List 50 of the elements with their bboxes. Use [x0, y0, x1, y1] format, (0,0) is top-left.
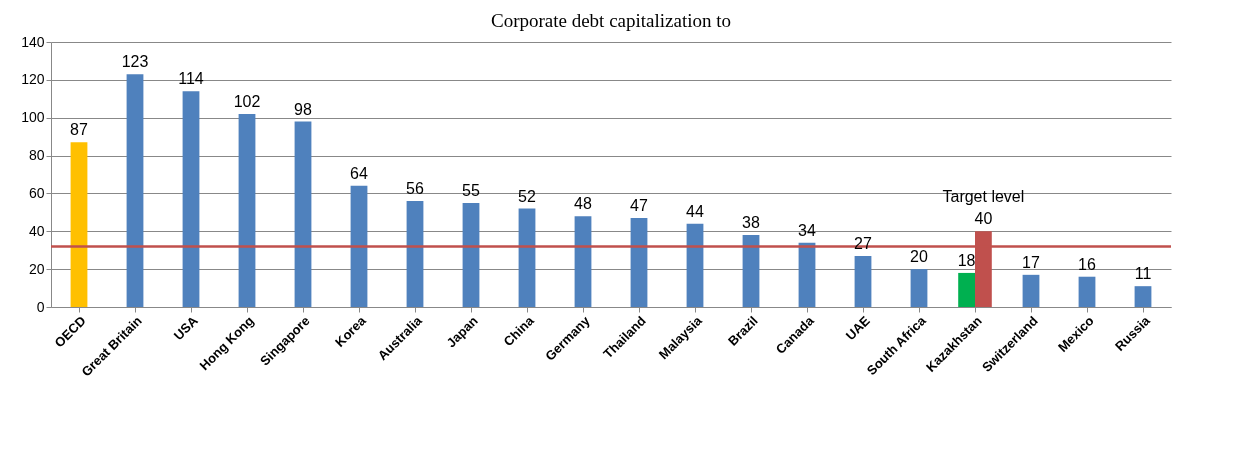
data-label: 123: [121, 53, 149, 71]
data-label: 52: [518, 187, 536, 205]
bar: [182, 91, 200, 307]
text: Target level: [942, 188, 1025, 206]
data-label: 20: [910, 248, 928, 266]
chart-title: Corporate debt capitalization to: [490, 10, 732, 31]
bar: [518, 208, 536, 307]
data-label: 87: [70, 121, 88, 139]
bar: [238, 113, 256, 307]
bar: [350, 185, 368, 307]
data-label: 102: [233, 92, 261, 110]
data-label: 34: [798, 221, 816, 239]
data-label: 18: [957, 251, 976, 269]
bar: [1078, 276, 1096, 307]
bar: [910, 269, 928, 307]
bar: [294, 121, 312, 307]
y-tick-label: 0: [36, 298, 45, 315]
y-tick-label: 100: [21, 109, 45, 126]
bar: [854, 255, 872, 307]
data-label: 16: [1078, 255, 1096, 273]
bar: [462, 202, 480, 307]
x-tick-label: USA: [170, 312, 202, 344]
data-label: 64: [350, 164, 368, 182]
bar: [1022, 274, 1040, 307]
bar: [798, 242, 816, 307]
data-label: 40: [974, 210, 993, 228]
y-tick-label: 20: [28, 260, 45, 277]
data-label: 98: [294, 100, 312, 118]
data-label: 17: [1022, 253, 1040, 271]
data-label: 114: [178, 70, 204, 88]
data-label: 56: [406, 180, 424, 197]
data-label: 38: [742, 214, 760, 232]
data-label: 44: [686, 202, 704, 220]
y-tick-label: 40: [28, 222, 45, 239]
data-label: 47: [630, 197, 648, 215]
y-tick-label: 60: [28, 184, 45, 201]
data-label: 48: [574, 195, 592, 213]
bar: [1134, 286, 1152, 307]
bar: [630, 218, 648, 307]
y-tick-label: 120: [21, 71, 45, 88]
bar: [70, 142, 88, 307]
y-tick-label: 140: [21, 33, 45, 50]
bar: [406, 201, 424, 307]
data-label: 55: [462, 181, 480, 199]
data-label: 11: [1134, 265, 1152, 283]
bar: [126, 74, 144, 307]
bar: [574, 216, 592, 307]
bar: [742, 235, 760, 307]
y-tick-label: 80: [28, 147, 45, 164]
bar: [686, 223, 704, 307]
